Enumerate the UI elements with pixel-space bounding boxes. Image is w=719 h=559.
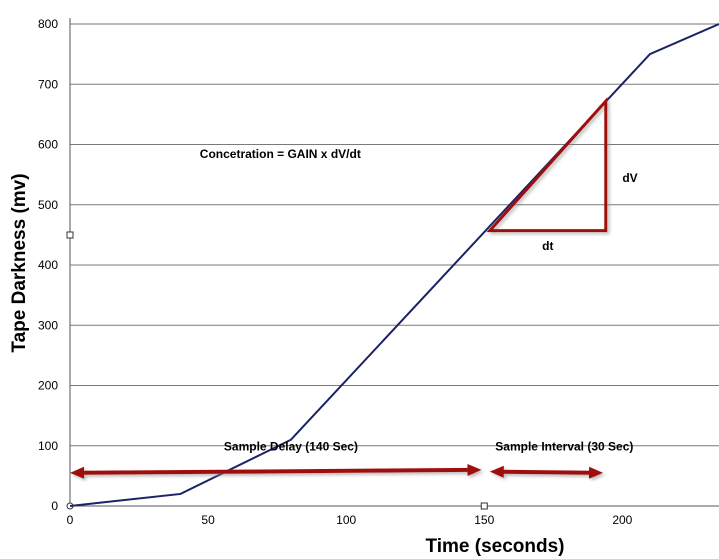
y-tick-labels: 0 100 200 300 400 500 600 700 800 <box>38 17 58 513</box>
arrow-head <box>70 466 85 479</box>
y-tick-label: 400 <box>38 258 58 272</box>
axes <box>66 18 719 510</box>
series-line <box>69 23 719 507</box>
formula-annotation: Concetration = GAIN x dV/dt <box>200 147 361 161</box>
x-tick-labels: 0 50 100 150 200 <box>67 513 633 527</box>
y-tick-label: 100 <box>38 439 58 453</box>
y-tick-label: 200 <box>38 379 58 393</box>
sample-interval-label: Sample Interval (30 Sec) <box>495 440 633 454</box>
series <box>69 23 719 507</box>
arrow-shaft <box>79 467 472 475</box>
sample-interval-arrow <box>489 465 604 479</box>
arrow-shaft <box>499 469 594 475</box>
x-tick-label: 150 <box>474 513 494 527</box>
arrow-head <box>489 465 504 478</box>
y-axis-title: Tape Darkness (mv) <box>9 173 30 353</box>
x-tick-label: 50 <box>201 513 215 527</box>
y-tick-label: 800 <box>38 17 58 31</box>
y-tick-label: 700 <box>38 77 58 91</box>
dv-label: dV <box>622 171 637 185</box>
y-tick-label: 600 <box>38 138 58 152</box>
x-tick-label: 0 <box>67 513 74 527</box>
y-tick-label: 300 <box>38 318 58 332</box>
axis-handle <box>480 502 488 510</box>
gridlines <box>70 23 719 447</box>
x-tick-label: 200 <box>612 513 632 527</box>
sample-delay-label: Sample Delay (140 Sec) <box>224 440 358 454</box>
x-tick-label: 100 <box>336 513 356 527</box>
arrow-head <box>467 463 482 476</box>
axis-handle <box>66 231 74 239</box>
y-tick-label: 500 <box>38 198 58 212</box>
x-axis-title: Time (seconds) <box>425 536 565 557</box>
y-tick-label: 0 <box>51 499 58 513</box>
slope-triangle <box>486 97 608 233</box>
annotations: Concetration = GAIN x dV/dt dV dt Sample… <box>70 97 638 479</box>
arrow-head <box>588 466 604 479</box>
sample-delay-arrow <box>70 463 482 479</box>
dt-label: dt <box>542 239 553 253</box>
